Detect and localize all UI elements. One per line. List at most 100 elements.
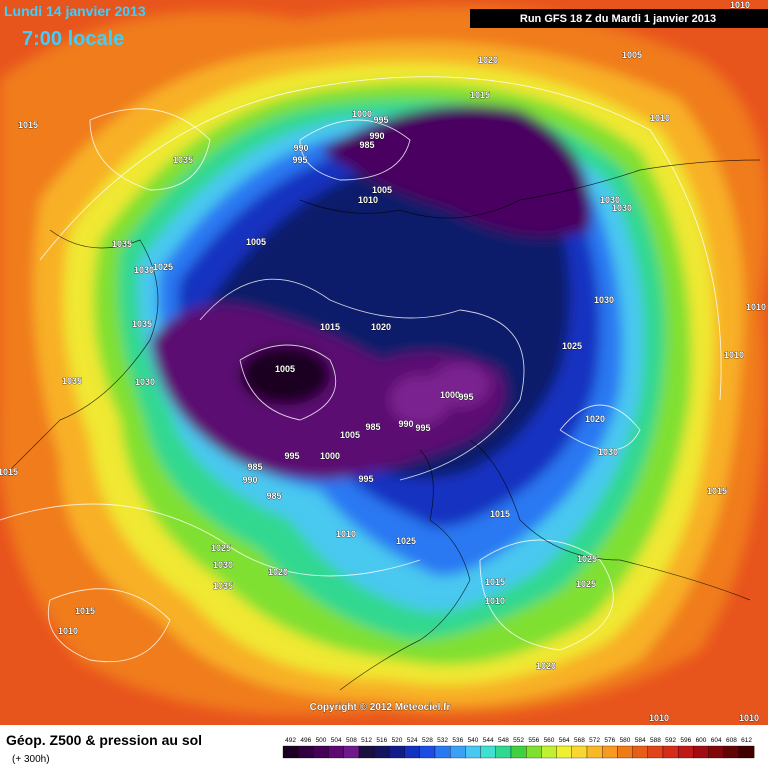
isobar-label: 990	[369, 131, 384, 141]
colorbar-label: 496	[300, 737, 311, 744]
colorbar-label: 612	[741, 737, 752, 744]
colorbar-swatch	[389, 745, 405, 759]
isobar-label: 1025	[577, 554, 597, 564]
colorbar-label: 604	[711, 737, 722, 744]
colorbar-label: 544	[483, 737, 494, 744]
isobars	[0, 76, 722, 663]
colorbar-swatch	[465, 745, 481, 759]
isobar-label: 1015	[0, 467, 18, 477]
isobar-label: 1015	[485, 577, 505, 587]
isobar-label: 1035	[213, 581, 233, 591]
isobar-labels: 1010100510201015101010009959909859909951…	[0, 0, 766, 723]
colorbar-swatch	[495, 745, 512, 759]
colorbar-label: 592	[665, 737, 676, 744]
isobar-label: 1020	[371, 322, 391, 332]
colorbar-swatch	[404, 745, 420, 759]
colorbar-swatch	[526, 745, 542, 759]
isobar-label: 985	[266, 491, 281, 501]
isobar-label: 1030	[594, 295, 614, 305]
colorbar-swatch	[328, 745, 344, 759]
isobar-label: 1000	[440, 390, 460, 400]
isobar-label: 990	[398, 419, 413, 429]
colorbar-swatch	[419, 745, 436, 759]
colorbar-label: 580	[620, 737, 631, 744]
colorbar-label: 512	[361, 737, 372, 744]
isobar-label: 1010	[650, 113, 670, 123]
colorbar-swatch	[647, 745, 664, 759]
isobar-label: 1005	[340, 430, 360, 440]
isobar-label: 1030	[213, 560, 233, 570]
isobar-label: 1010	[730, 0, 750, 10]
colorbar-swatch	[693, 745, 709, 759]
colorbar-label: 560	[544, 737, 555, 744]
colorbar-swatch	[632, 745, 648, 759]
colorbar-label: 492	[285, 737, 296, 744]
colorbar-label: 596	[680, 737, 691, 744]
isobar-label: 995	[358, 474, 373, 484]
colorbar-label: 508	[346, 737, 357, 744]
isobar-label: 1010	[358, 195, 378, 205]
colorbar-swatch	[434, 745, 451, 759]
colorbar-label: 568	[574, 737, 585, 744]
isobar-label: 985	[247, 462, 262, 472]
isobar-label: 1025	[211, 543, 231, 553]
colorbar-label: 520	[392, 737, 403, 744]
colorbar-swatch	[510, 745, 527, 759]
isobar-label: 1005	[246, 237, 266, 247]
isobar-label: 1015	[707, 486, 727, 496]
isobar-label: 1010	[746, 302, 766, 312]
colorbar-swatch	[556, 745, 572, 759]
isobar-label: 995	[284, 451, 299, 461]
isobar-label: 1005	[622, 50, 642, 60]
colorbar-swatch	[450, 745, 466, 759]
colorbar-label: 536	[452, 737, 463, 744]
colorbar-swatch	[723, 745, 740, 759]
isobar-label: 1030	[135, 377, 155, 387]
colorbar-swatch	[662, 745, 679, 759]
isobar-label: 1020	[268, 567, 288, 577]
colorbar-label: 564	[559, 737, 570, 744]
product-title: Géop. Z500 & pression au sol	[6, 732, 202, 748]
colorbar-label: 608	[726, 737, 737, 744]
isobar-label: 1035	[173, 155, 193, 165]
colorbar-swatch	[343, 745, 360, 759]
isobar-label: 1000	[320, 451, 340, 461]
valid-date: Lundi 14 janvier 2013	[4, 3, 146, 19]
isobar-label: 995	[458, 392, 473, 402]
isobar-label: 1000	[352, 109, 372, 119]
colorbar-swatch	[374, 745, 390, 759]
isobar-label: 1025	[562, 341, 582, 351]
colorbar-label: 532	[437, 737, 448, 744]
colorbar-swatch	[738, 745, 755, 759]
colorbar-swatch	[282, 745, 299, 759]
isobar-label: 995	[373, 115, 388, 125]
colorbar-label: 552	[513, 737, 524, 744]
isobar-label: 1025	[153, 262, 173, 272]
isobar-label: 1010	[649, 713, 669, 723]
isobar-label: 1030	[612, 203, 632, 213]
colorbar-swatch	[298, 745, 314, 759]
colorbar-swatch	[602, 745, 618, 759]
isobar-label: 1010	[485, 596, 505, 606]
isobar-label: 1020	[536, 661, 556, 671]
isobar-label: 1005	[372, 185, 392, 195]
isobar-label: 1035	[112, 239, 132, 249]
colorbar-swatch	[541, 745, 557, 759]
isobar-label: 1015	[470, 90, 490, 100]
isobar-label: 990	[293, 143, 308, 153]
colorbar-label: 548	[498, 737, 509, 744]
colorbar-label: 528	[422, 737, 433, 744]
isobar-label: 1015	[75, 606, 95, 616]
isobar-label: 1010	[58, 626, 78, 636]
isobar-label: 1020	[478, 55, 498, 65]
colorbar-label: 516	[376, 737, 387, 744]
isobar-label: 1030	[598, 447, 618, 457]
isobar-label: 1030	[134, 265, 154, 275]
colorbar-swatch	[358, 745, 375, 759]
colorbar-swatch	[678, 745, 694, 759]
colorbar-label: 600	[696, 737, 707, 744]
colorbar-swatch	[313, 745, 329, 759]
isobar-label: 1015	[18, 120, 38, 130]
height-field	[0, 0, 768, 740]
colorbar-swatch	[571, 745, 588, 759]
